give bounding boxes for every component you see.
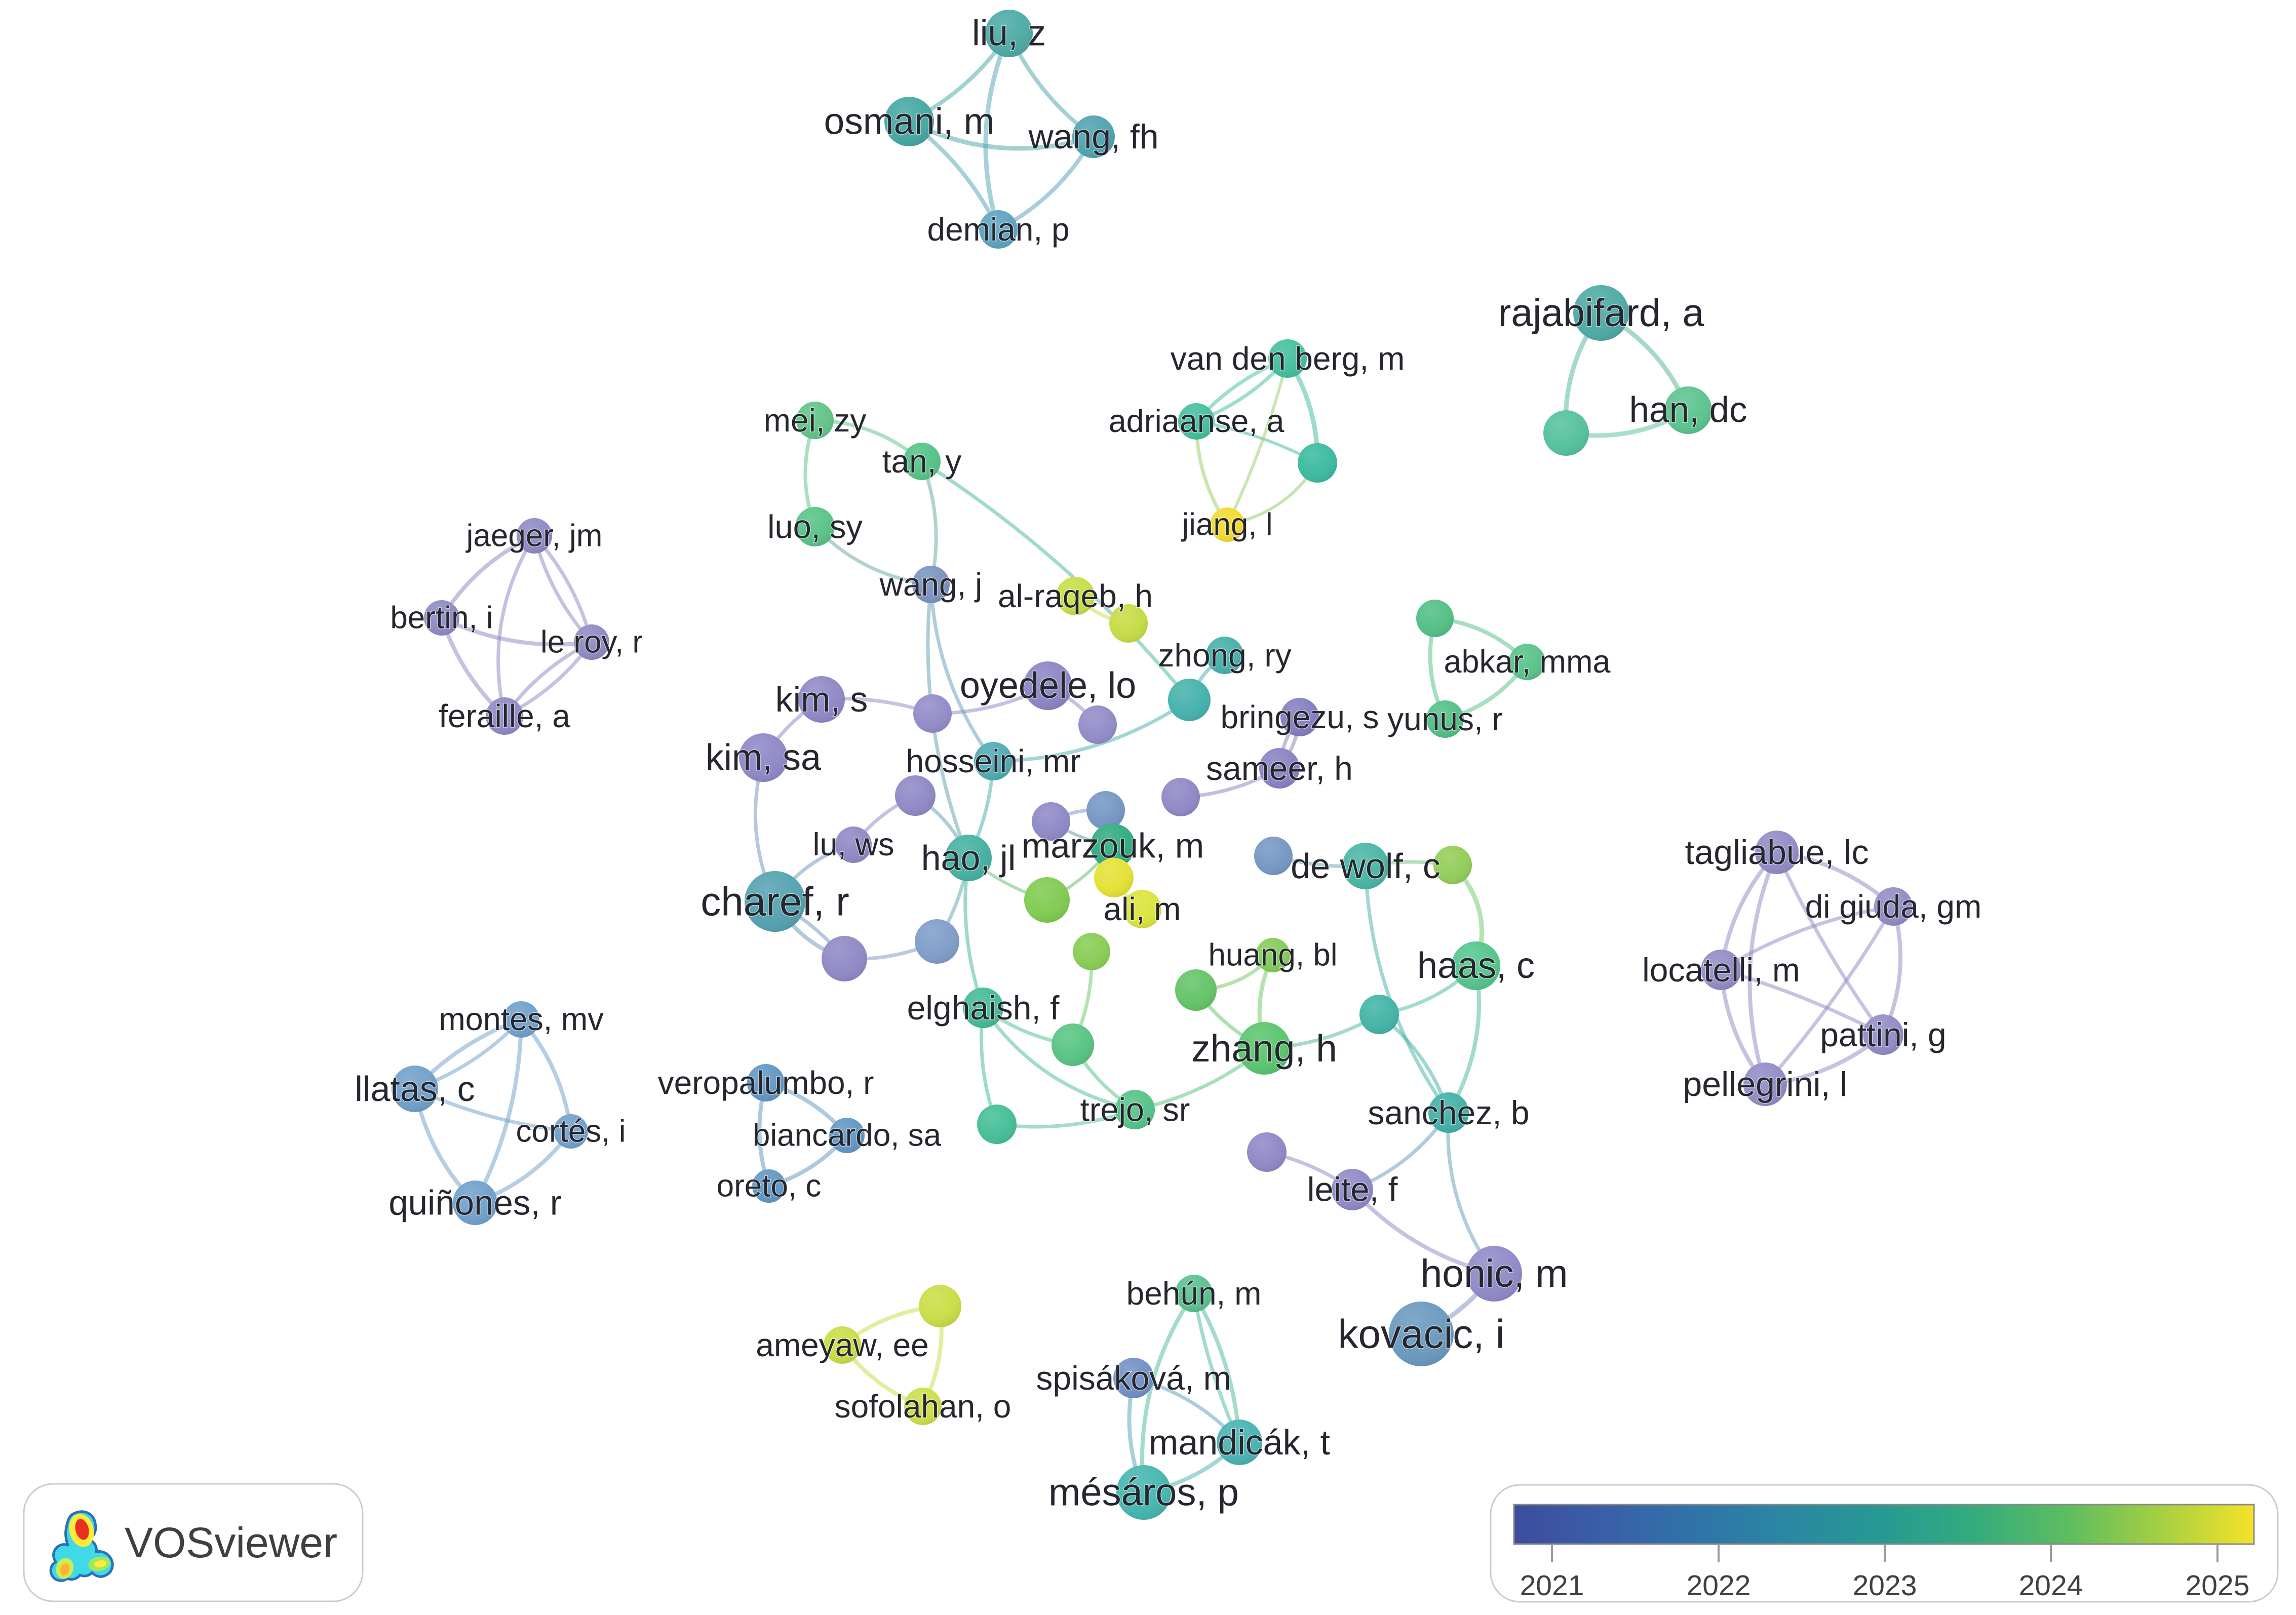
svg-text:mésáros, p: mésáros, p <box>1048 1471 1239 1514</box>
svg-text:hao, jl: hao, jl <box>921 838 1016 878</box>
svg-text:spisáková, m: spisáková, m <box>1036 1359 1231 1397</box>
svg-text:al-raqeb, h: al-raqeb, h <box>998 578 1153 614</box>
svg-text:yunus, r: yunus, r <box>1387 701 1503 737</box>
svg-text:cortés, i: cortés, i <box>516 1114 626 1149</box>
svg-text:le roy, r: le roy, r <box>540 625 643 660</box>
svg-text:2023: 2023 <box>1853 1569 1917 1602</box>
svg-text:bertin, i: bertin, i <box>390 601 493 636</box>
svg-text:elghaish, f: elghaish, f <box>907 989 1060 1027</box>
svg-text:pellegrini, l: pellegrini, l <box>1683 1065 1847 1104</box>
svg-text:kim, s: kim, s <box>775 680 868 719</box>
svg-text:oyedele, lo: oyedele, lo <box>960 665 1136 706</box>
svg-text:oreto, c: oreto, c <box>717 1169 822 1204</box>
svg-text:sofolahan, o: sofolahan, o <box>835 1388 1011 1425</box>
svg-text:biancardo, sa: biancardo, sa <box>753 1118 942 1153</box>
svg-text:leite, f: leite, f <box>1307 1171 1398 1209</box>
svg-text:2024: 2024 <box>2019 1569 2083 1602</box>
svg-text:honic, m: honic, m <box>1420 1252 1568 1295</box>
svg-text:behún, m: behún, m <box>1126 1275 1262 1312</box>
svg-text:wang, j: wang, j <box>879 566 983 603</box>
svg-text:quiñones, r: quiñones, r <box>388 1184 561 1223</box>
svg-text:van den berg, m: van den berg, m <box>1171 340 1405 377</box>
svg-text:lu, ws: lu, ws <box>812 827 894 862</box>
svg-text:kim, sa: kim, sa <box>706 737 822 778</box>
svg-text:2022: 2022 <box>1687 1569 1751 1602</box>
svg-text:veropalumbo, r: veropalumbo, r <box>658 1065 874 1101</box>
svg-text:wang, fh: wang, fh <box>1028 117 1158 156</box>
svg-text:sanchez, b: sanchez, b <box>1368 1094 1529 1131</box>
svg-text:demian, p: demian, p <box>927 211 1069 248</box>
svg-text:han, dc: han, dc <box>1629 390 1747 430</box>
svg-text:charef, r: charef, r <box>701 879 849 924</box>
svg-text:pattini, g: pattini, g <box>1820 1016 1947 1053</box>
svg-text:rajabifard, a: rajabifard, a <box>1498 291 1704 335</box>
svg-text:trejo, sr: trejo, sr <box>1080 1091 1190 1128</box>
svg-text:llatas, c: llatas, c <box>355 1069 475 1109</box>
svg-text:2025: 2025 <box>2186 1569 2250 1602</box>
svg-text:2021: 2021 <box>1520 1569 1584 1602</box>
svg-text:jaeger, jm: jaeger, jm <box>465 519 603 554</box>
svg-text:montes, mv: montes, mv <box>439 1002 604 1037</box>
svg-text:ali, m: ali, m <box>1104 891 1181 927</box>
svg-text:VOSviewer: VOSviewer <box>125 1519 337 1566</box>
svg-text:hosseini, mr: hosseini, mr <box>906 743 1081 779</box>
svg-text:mei, zy: mei, zy <box>764 402 867 439</box>
svg-text:locatelli, m: locatelli, m <box>1642 951 1800 989</box>
svg-text:sameer, h: sameer, h <box>1206 750 1353 787</box>
svg-text:adriaanse, a: adriaanse, a <box>1109 404 1285 439</box>
svg-text:feraille, a: feraille, a <box>439 698 570 734</box>
svg-text:liu, z: liu, z <box>972 14 1046 54</box>
svg-text:di giuda, gm: di giuda, gm <box>1805 888 1982 925</box>
svg-text:de wolf, c: de wolf, c <box>1291 846 1441 886</box>
svg-text:tan, y: tan, y <box>882 443 962 480</box>
svg-text:kovacic, i: kovacic, i <box>1338 1312 1505 1357</box>
svg-text:zhong, ry: zhong, ry <box>1158 637 1291 674</box>
svg-text:osmani, m: osmani, m <box>824 101 995 142</box>
svg-text:huang, bl: huang, bl <box>1208 938 1337 973</box>
svg-text:jiang, l: jiang, l <box>1181 507 1272 542</box>
svg-text:mandicák, t: mandicák, t <box>1149 1423 1330 1462</box>
svg-text:zhang, h: zhang, h <box>1191 1027 1337 1070</box>
svg-text:marzouk, m: marzouk, m <box>1022 826 1204 865</box>
svg-text:haas, c: haas, c <box>1417 946 1535 986</box>
svg-text:bringezu, s: bringezu, s <box>1220 699 1379 735</box>
svg-text:abkar, mma: abkar, mma <box>1444 644 1611 680</box>
svg-text:luo, sy: luo, sy <box>767 508 863 545</box>
svg-text:ameyaw, ee: ameyaw, ee <box>756 1327 929 1363</box>
svg-text:tagliabue, lc: tagliabue, lc <box>1685 833 1869 872</box>
